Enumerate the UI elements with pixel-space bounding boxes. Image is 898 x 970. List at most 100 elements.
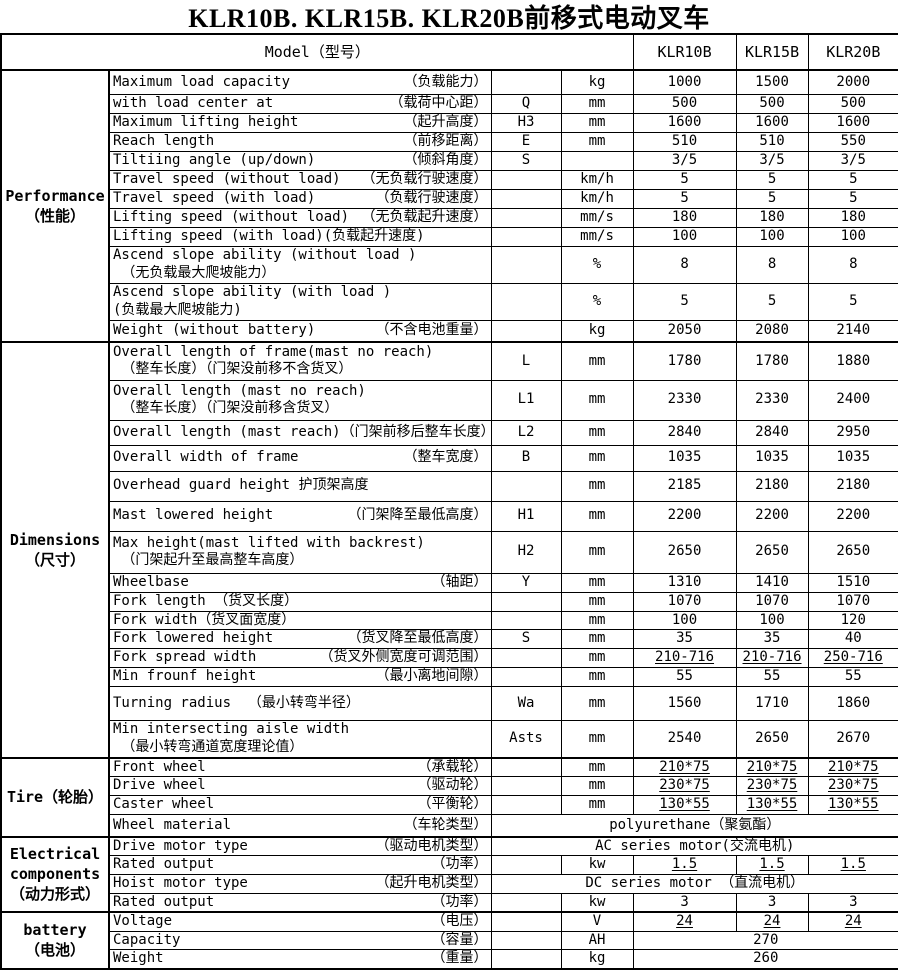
spec-name-en: Weight: [113, 950, 164, 967]
spec-name: Weight (without battery) （不含电池重量）: [108, 319, 492, 343]
spec-value: 120: [807, 610, 898, 630]
spec-unit: kw: [560, 855, 634, 875]
spec-name: Wheelbase （轴距）: [108, 572, 492, 593]
spec-name-cn: （最小转弯半径）: [231, 694, 360, 711]
table-row: Ascend slope ability (without load ) （无负…: [1, 245, 898, 284]
section-label-line: （动力形式）: [9, 885, 100, 904]
spec-name-cn: （驱动轮）: [417, 777, 488, 794]
spec-value: 2330: [632, 379, 737, 421]
spec-name-cn: （货叉长度）: [205, 592, 299, 609]
spec-value: 1600: [735, 112, 809, 133]
spec-symbol: B: [490, 444, 562, 472]
spec-value: 2670: [807, 720, 898, 758]
spec-name-cn: （重量）: [431, 950, 488, 967]
spec-name-en: Maximum lifting height: [113, 113, 299, 130]
table-row: Overall length (mast no reach) （整车长度）（门架…: [1, 379, 898, 421]
spec-unit: km/h: [560, 169, 634, 190]
spec-value: 1780: [632, 341, 737, 381]
spec-unit: mm: [560, 444, 634, 472]
spec-name-en: Front wheel: [113, 758, 206, 775]
spec-name: Overall length (mast reach)（门架前移后整车长度）: [108, 419, 492, 446]
spec-unit: kg: [560, 319, 634, 343]
spec-name-en: Ascend slope ability (with load ): [113, 284, 392, 300]
spec-value: 1560: [632, 686, 737, 721]
section-label-line: Electrical: [9, 844, 101, 863]
spec-name-en: Drive motor type: [113, 837, 248, 854]
spec-value: 5: [735, 169, 809, 190]
spec-value: 1070: [735, 591, 809, 612]
spec-value: 2840: [735, 419, 809, 446]
spec-name: Lifting speed (without load) （无负载起升速度）: [108, 207, 492, 228]
section-label: Electrical components （动力形式）: [0, 835, 110, 913]
spec-name-en: Mast lowered height: [113, 507, 274, 524]
spec-name: Max height(mast lifted with backrest) （门…: [108, 530, 492, 574]
spec-name: Travel speed (without load) （无负载行驶速度）: [108, 169, 492, 190]
spec-name: Ascend slope ability (without load ) （无负…: [108, 245, 492, 284]
spec-symbol: [490, 949, 562, 969]
spec-value: 130*55: [807, 795, 898, 815]
spec-name-en: Drive wheel: [113, 777, 206, 794]
table-row: Fork length （货叉长度） mm 1070 1070 1070: [1, 591, 898, 612]
spec-unit: kw: [560, 892, 634, 913]
spec-value: 100: [632, 226, 737, 247]
spec-symbol: [490, 470, 562, 502]
table-row: Ascend slope ability (with load ) (负载最大爬坡…: [1, 282, 898, 321]
spec-symbol: S: [490, 150, 562, 171]
spec-unit: mm: [560, 572, 634, 593]
spec-unit: mm/s: [560, 226, 634, 247]
spec-value: 1860: [807, 686, 898, 721]
spec-name-en: Capacity: [113, 931, 181, 948]
spec-name: Fork width（货叉面宽度）: [108, 610, 492, 630]
spec-value: 2200: [807, 500, 898, 532]
spec-value: 510: [632, 131, 737, 152]
spec-name-en: Hoist motor type: [113, 874, 248, 891]
spec-unit: kg: [560, 949, 634, 969]
spec-value: 5: [735, 282, 809, 321]
spec-name-en: Maximum load capacity: [113, 73, 291, 90]
table-row: Wheel material （车轮类型） polyurethane（聚氨酯）: [1, 814, 898, 837]
spec-value: 180: [632, 207, 737, 228]
spec-symbol: [490, 591, 562, 612]
spec-value: 2200: [735, 500, 809, 532]
spec-value: 1070: [632, 591, 737, 612]
spec-value: 210*75: [632, 756, 737, 777]
spec-name-en: Fork width: [113, 611, 198, 628]
spec-name: Voltage （电压）: [108, 911, 492, 932]
spec-value: 40: [807, 629, 898, 649]
spec-name: Hoist motor type （起升电机类型）: [108, 873, 492, 894]
spec-value: 2840: [632, 419, 737, 446]
spec-name-en: Caster wheel: [113, 796, 215, 813]
spec-name-cn: （电压）: [431, 913, 488, 929]
section-label-line: （性能）: [24, 207, 85, 225]
spec-name: Overall width of frame （整车宽度）: [108, 444, 492, 472]
spec-name-cn: （最小离地间隙）: [375, 668, 488, 685]
spec-unit: mm: [560, 610, 634, 630]
spec-name-en: Lifting speed (with load): [113, 227, 324, 244]
spec-value: 100: [735, 226, 809, 247]
spec-name-cn: （负载行驶速度）: [375, 189, 488, 206]
section-label-line: Tire（轮胎）: [6, 787, 104, 806]
spec-name-cn: （整车宽度）: [403, 449, 488, 466]
spec-value: 100: [632, 610, 737, 630]
spec-value: 500: [735, 93, 809, 114]
section-label-line: components: [9, 865, 101, 884]
spec-value: 5: [632, 169, 737, 190]
spec-value: 5: [807, 282, 898, 321]
spec-value: 100: [807, 226, 898, 247]
spec-name: Drive wheel （驱动轮）: [108, 776, 492, 796]
spec-name: Overall length (mast no reach) （整车长度）（门架…: [108, 379, 492, 421]
spec-name-cn: （载荷中心距）: [389, 94, 488, 111]
spec-symbol: [490, 610, 562, 630]
spec-name-cn: （平衡轮）: [417, 796, 488, 813]
spec-table-body: Model（型号） KLR10B KLR15B KLR20B Performan…: [0, 33, 898, 969]
spec-name: Overall length of frame(mast no reach) （…: [108, 341, 492, 381]
spec-unit: %: [560, 282, 634, 321]
spec-symbol: [490, 892, 562, 913]
spec-value: 2200: [632, 500, 737, 532]
spec-name: Drive motor type （驱动电机类型）: [108, 835, 492, 856]
spec-name-cn: （货叉外侧宽度可调范围）: [319, 649, 488, 666]
spec-name: Ascend slope ability (with load ) (负载最大爬坡…: [108, 282, 492, 321]
page-title: KLR10B. KLR15B. KLR20B前移式电动叉车: [188, 4, 710, 33]
